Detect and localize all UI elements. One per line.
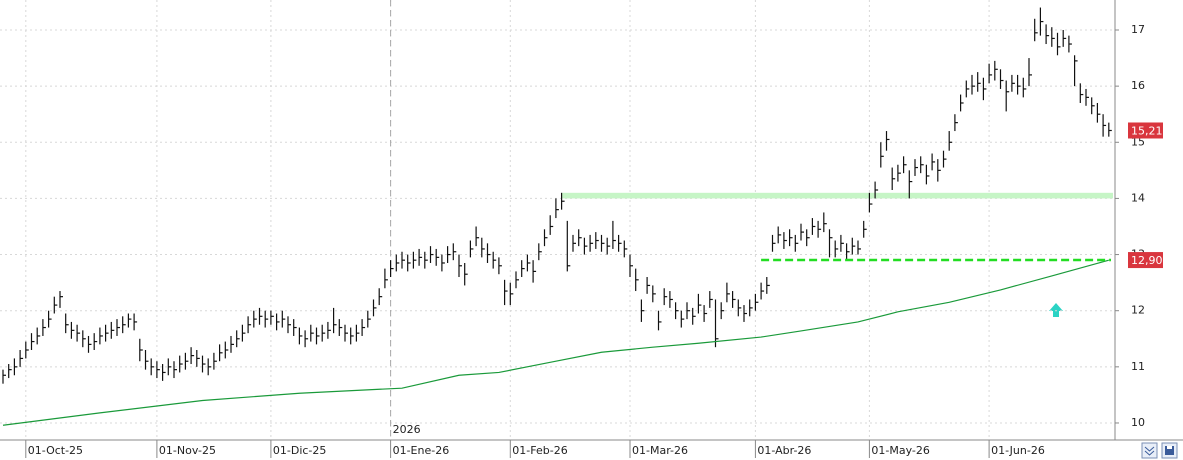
- y-tick-label: 16: [1131, 79, 1145, 92]
- x-tick-label: 01-May-26: [871, 444, 929, 457]
- support-price-tag-box: [1128, 252, 1163, 269]
- y-tick-label: 10: [1131, 416, 1145, 429]
- cyan-arrow: [1049, 303, 1063, 317]
- resistance-band: [561, 192, 1113, 199]
- moving-average: [2, 259, 1109, 426]
- scroll-button[interactable]: [1141, 442, 1158, 459]
- x-tick-label: 01-Jun-26: [991, 444, 1045, 457]
- y-tick-label: 12: [1131, 304, 1145, 317]
- y-tick-label: 11: [1131, 360, 1145, 373]
- x-tick-label: 01-Oct-25: [28, 444, 83, 457]
- support-price-tag: 12,902: [1131, 254, 1170, 267]
- y-tick-label: 17: [1131, 23, 1145, 36]
- x-tick-label: 01-Dic-25: [273, 444, 327, 457]
- year-label: 2026: [393, 423, 421, 436]
- x-tick-label: 01-Mar-26: [632, 444, 688, 457]
- x-tick-label: 01-Ene-26: [393, 444, 450, 457]
- y-tick-label: 15: [1131, 135, 1145, 148]
- last-price-tag: 15,21: [1131, 124, 1163, 137]
- y-tick-label: 14: [1131, 191, 1145, 204]
- save-button[interactable]: [1161, 442, 1178, 459]
- x-tick-label: 01-Nov-25: [159, 444, 216, 457]
- last-price-tag-box: [1128, 122, 1163, 139]
- x-tick-label: 01-Abr-26: [757, 444, 811, 457]
- x-tick-label: 01-Feb-26: [512, 444, 567, 457]
